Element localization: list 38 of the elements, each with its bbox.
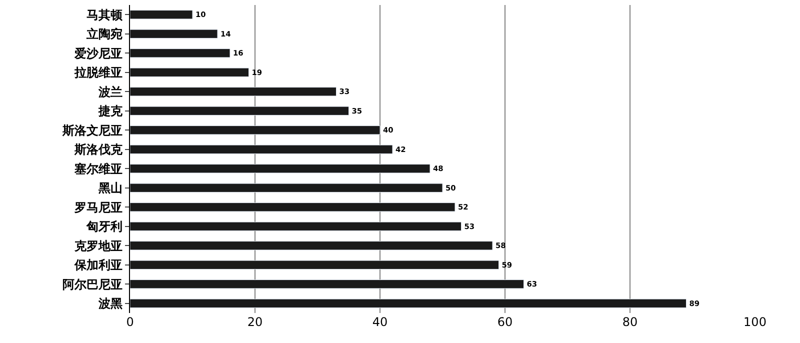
y-tick-label: 斯洛文尼亚 [62, 123, 123, 138]
y-tick-label: 马其顿 [86, 8, 124, 22]
bar [130, 126, 380, 135]
y-tick-label: 爱沙尼亚 [74, 46, 123, 60]
y-tick-label: 捷克 [98, 104, 124, 118]
y-tick-label: 斯洛伐克 [74, 142, 124, 157]
bar [130, 68, 249, 77]
x-tick-label: 60 [497, 315, 513, 329]
bar [130, 298, 686, 308]
bar [130, 164, 430, 174]
y-tick-label: 罗马尼亚 [74, 200, 123, 214]
y-tick-label: 阿尔巴尼亚 [62, 277, 123, 292]
x-tick-label: 80 [622, 315, 638, 329]
bar [130, 241, 493, 250]
bar [130, 87, 336, 96]
y-tick-label: 黑山 [98, 181, 123, 196]
bar [130, 106, 349, 116]
bar [130, 280, 524, 289]
bar [130, 48, 230, 58]
y-tick-label: 波兰 [98, 84, 123, 99]
x-tick-label: 20 [247, 315, 263, 329]
bar [130, 202, 456, 212]
y-tick-label: 立陶宛 [86, 27, 123, 42]
x-tick-label: 100 [744, 315, 766, 329]
bar [130, 222, 462, 231]
bar [130, 183, 443, 192]
y-tick-label: 塞尔维亚 [74, 162, 123, 176]
bar [130, 144, 393, 154]
y-tick-label: 拉脱维亚 [74, 66, 123, 80]
y-tick-label: 保加利亚 [74, 258, 123, 272]
bar [130, 260, 499, 270]
bar [130, 10, 193, 20]
y-tick-label: 匈牙利 [86, 220, 123, 234]
x-tick-label: 0 [126, 315, 134, 329]
x-tick-label: 40 [372, 315, 388, 329]
y-tick-label: 波黑 [98, 296, 123, 311]
y-tick-label: 克罗地亚 [74, 238, 123, 253]
bar [130, 29, 218, 38]
